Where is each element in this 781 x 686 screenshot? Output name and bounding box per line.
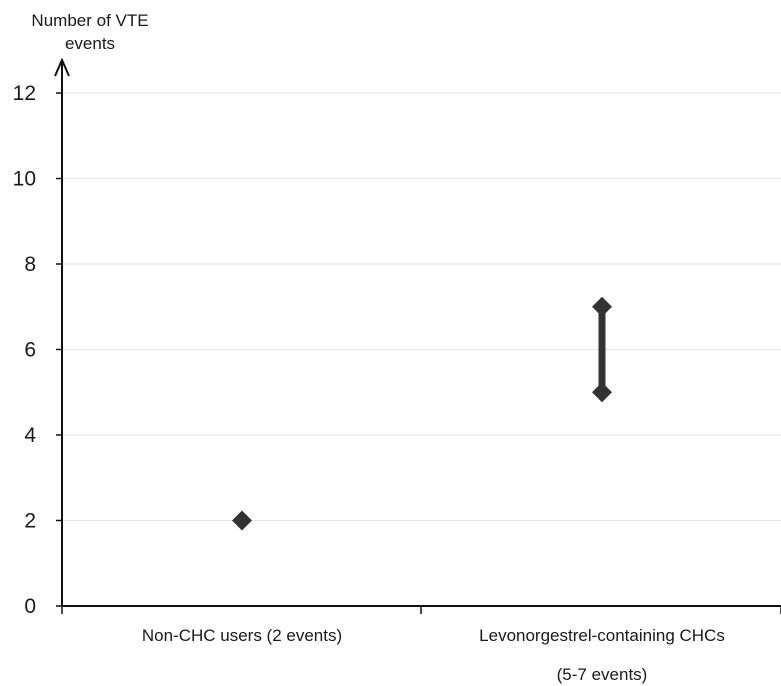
y-axis-arrowhead bbox=[54, 57, 70, 77]
range-low-point-1 bbox=[592, 382, 612, 403]
axes bbox=[54, 57, 781, 607]
y-tick-label-2: 2 bbox=[24, 510, 36, 533]
y-axis-title-line-2: events bbox=[65, 34, 115, 53]
y-tick-label-8: 8 bbox=[24, 253, 36, 276]
x-tick-marks bbox=[61, 606, 781, 614]
y-tick-label-12: 12 bbox=[13, 82, 36, 105]
y-tick-label-4: 4 bbox=[24, 424, 36, 447]
y-tick-labels: 0 2 4 6 8 10 12 bbox=[13, 82, 62, 618]
category-label-0-line-0: Non-CHC users (2 events) bbox=[142, 626, 342, 645]
category-label-1-line-0: Levonorgestrel-containing CHCs bbox=[479, 626, 725, 645]
y-tick-label-0: 0 bbox=[24, 595, 36, 618]
gridlines bbox=[62, 92, 781, 521]
category-labels: Non-CHC users (2 events) Levonorgestrel-c… bbox=[142, 626, 725, 684]
category-label-1-line-1: (5-7 events) bbox=[557, 665, 648, 684]
range-high-point-1 bbox=[592, 296, 612, 317]
data-point-0 bbox=[232, 510, 252, 531]
data-marks bbox=[232, 296, 612, 531]
y-axis-title-line-1: Number of VTE bbox=[31, 11, 148, 30]
y-tick-label-10: 10 bbox=[13, 168, 36, 191]
y-tick-label-6: 6 bbox=[24, 339, 36, 362]
